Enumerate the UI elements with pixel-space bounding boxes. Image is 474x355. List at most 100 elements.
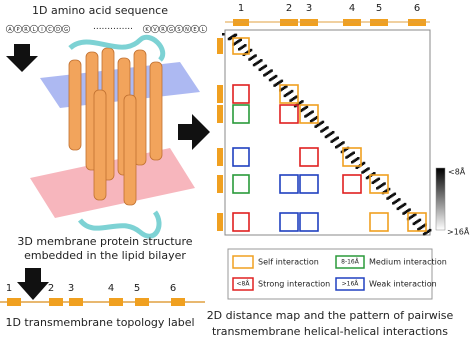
helix (93, 89, 107, 201)
map-dot (248, 58, 251, 61)
residue-circle (182, 24, 192, 34)
map-dot (345, 156, 348, 159)
map-dot (386, 197, 389, 200)
map-helix-left (217, 175, 223, 193)
interaction-box (279, 212, 299, 232)
map-helix-left (217, 213, 223, 231)
interaction-box (232, 37, 250, 55)
residue: A (8, 27, 12, 33)
residue: R (161, 27, 165, 33)
residue-circle (37, 24, 47, 34)
map-dot (371, 181, 375, 185)
topology-label: 1 (6, 283, 12, 294)
map-dot (334, 145, 338, 149)
legend-box-text: <8Å (237, 281, 251, 288)
residue-circle (61, 24, 71, 34)
residue: C (48, 27, 52, 33)
map-dot (222, 33, 225, 36)
residue: I (41, 27, 42, 33)
map-dot (340, 150, 344, 154)
map-dot (330, 140, 333, 143)
residue-circle (166, 24, 176, 34)
residue: G (169, 27, 173, 33)
map-dot (376, 187, 379, 190)
topology-label: 3 (68, 283, 74, 294)
residue-circle (190, 24, 200, 34)
residue-circle (53, 24, 63, 34)
interaction-box (299, 174, 319, 194)
legend-weak (335, 277, 365, 291)
legend-text: Weak interaction (369, 280, 437, 289)
map-dot (365, 176, 369, 180)
helices (68, 47, 163, 206)
map-helix-label: 5 (376, 3, 382, 14)
interaction-box (232, 84, 250, 104)
interaction-box (369, 174, 389, 194)
loops (68, 35, 165, 239)
structure-caption: embedded in the lipid bilayer (24, 249, 186, 262)
residue: N (185, 27, 189, 33)
map-caption: 2D distance map and the pattern of pairw… (207, 309, 454, 322)
residue-circle (198, 24, 208, 34)
map-dot (361, 171, 364, 174)
interaction-box (232, 174, 250, 194)
down-arrow (6, 44, 38, 72)
legend-text: Medium interaction (369, 258, 447, 267)
distance-map (224, 29, 431, 236)
legend-strong (232, 277, 254, 291)
map-dot (392, 202, 395, 205)
residue: S (177, 27, 180, 33)
helix (68, 59, 82, 151)
map-dot (422, 232, 426, 236)
interaction-box (342, 174, 362, 194)
colorbar-label: <8Å (448, 166, 466, 177)
residue-circle (5, 24, 15, 34)
colorbar-label: >16Å (447, 226, 470, 237)
map-dot (417, 228, 420, 231)
interaction-box (279, 174, 299, 194)
right-arrow (178, 114, 210, 150)
legend-medium (335, 255, 365, 269)
map-dot (314, 125, 317, 128)
interaction-box (232, 104, 250, 124)
residue-circle (45, 24, 55, 34)
map-dot (238, 48, 241, 51)
map-helix-label: 6 (414, 3, 420, 14)
residue: K (145, 27, 149, 33)
topology-label: 2 (48, 283, 54, 294)
map-dot (396, 207, 400, 211)
map-helix-left (217, 38, 223, 54)
map-helix-label: 1 (238, 3, 244, 14)
interaction-box (279, 104, 299, 124)
map-dot (304, 115, 307, 118)
legend-text: Self interaction (258, 258, 319, 267)
legend-box-text: >16Å (342, 281, 360, 288)
interaction-box (279, 84, 299, 104)
sequence-title: 1D amino acid sequence (32, 4, 168, 17)
legend-box-text: 8-16Å (341, 259, 360, 266)
map-dot (355, 166, 359, 170)
legend-text: Strong interaction (258, 280, 330, 289)
map-content: 1 2 3 4 5 6 (217, 3, 432, 236)
map-dot (309, 119, 313, 123)
map-helix-label: 2 (286, 3, 292, 14)
helix (123, 94, 137, 206)
map-dot (412, 222, 416, 226)
interaction-box (299, 104, 319, 124)
map-dot (289, 99, 292, 102)
interaction-box (299, 147, 319, 167)
residue-circle (150, 24, 160, 34)
residue-circle (158, 24, 168, 34)
interaction-box (369, 212, 389, 232)
map-helix-left (217, 148, 223, 166)
topology-caption: 1D transmembrane topology label (5, 316, 194, 329)
map-dot (263, 74, 266, 77)
residue-circle (29, 24, 39, 34)
map-dot (273, 84, 276, 87)
topology-helix (171, 298, 185, 306)
interaction-box (299, 212, 319, 232)
map-dot (258, 68, 262, 72)
helix (149, 61, 163, 161)
interaction-box (232, 147, 250, 167)
